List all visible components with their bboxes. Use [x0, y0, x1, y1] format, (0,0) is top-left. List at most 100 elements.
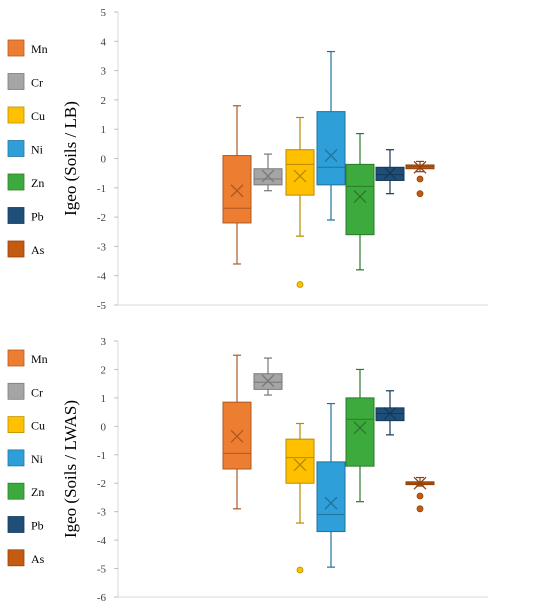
legend-label: Cu — [31, 419, 45, 433]
legend-swatch — [7, 382, 25, 400]
box-as — [405, 160, 435, 198]
legend-item-cu: Cu — [7, 416, 45, 434]
outlier-point — [416, 505, 424, 513]
legend-item-ni: Ni — [7, 140, 44, 157]
legend-swatch — [7, 240, 25, 258]
legend-swatch — [7, 106, 25, 124]
box-zn — [345, 368, 375, 503]
mean-marker — [261, 169, 275, 183]
legend-label: Zn — [31, 176, 44, 190]
iqr-box — [285, 149, 315, 196]
y-tick-label: -5 — [97, 564, 107, 576]
y-tick-label: 0 — [101, 154, 107, 166]
y-tick-label: -1 — [97, 183, 106, 195]
y-tick-label: -1 — [97, 450, 106, 462]
box-ni — [316, 402, 346, 568]
box-ni — [316, 50, 346, 221]
mean-marker — [413, 160, 427, 174]
y-tick-label: 3 — [101, 336, 107, 348]
legend-label: As — [31, 552, 45, 566]
y-tick-label: 0 — [101, 421, 107, 433]
legend-item-cu: Cu — [7, 106, 45, 124]
legend-item-zn: Zn — [7, 482, 44, 500]
legend-item-mn: Mn — [7, 39, 48, 57]
legend-swatch — [7, 349, 25, 367]
y-tick-label: 3 — [101, 66, 107, 78]
mean-marker — [293, 169, 307, 183]
y-tick-label: 1 — [101, 393, 107, 405]
mean-marker — [383, 407, 397, 420]
legend: Mn Cr Cu Ni Zn Pb As — [7, 39, 48, 258]
legend-swatch — [7, 207, 25, 224]
y-tick-label: -3 — [97, 241, 107, 253]
legend-label: Cr — [31, 76, 43, 90]
box-mn — [222, 105, 252, 265]
y-tick-label: -4 — [97, 271, 107, 283]
legend-swatch — [7, 482, 25, 500]
box-zn — [345, 132, 375, 271]
legend-item-as: As — [7, 240, 45, 258]
legend-item-mn: Mn — [7, 349, 48, 367]
y-tick-label: -2 — [97, 212, 106, 224]
legend-label: Zn — [31, 485, 44, 499]
box-cu — [285, 422, 315, 574]
legend-label: Ni — [31, 143, 44, 157]
legend-item-zn: Zn — [7, 173, 44, 191]
mean-marker — [230, 184, 244, 198]
legend-label: Cu — [31, 109, 45, 123]
y-tick-label: 1 — [101, 124, 107, 136]
mean-marker — [230, 429, 244, 443]
y-axis-title: Igeo (Soils / LB) — [61, 101, 80, 216]
mean-marker — [324, 149, 338, 163]
legend-swatch — [7, 39, 25, 57]
mean-marker — [293, 458, 307, 472]
chart-panel-1: 5 4 3 2 1 0 -1 -2 -3 -4 -5 Igeo (Soils / LB) Mn Cr Cu N… — [7, 7, 488, 312]
box-mn — [222, 354, 252, 510]
y-tick-label: -2 — [97, 478, 106, 490]
iqr-box — [285, 438, 315, 484]
mean-marker — [353, 421, 367, 435]
iqr-box — [316, 461, 346, 533]
legend-swatch — [7, 449, 25, 467]
legend: Mn Cr Cu Ni Zn Pb As — [7, 349, 48, 567]
box-cr — [253, 153, 283, 192]
iqr-box — [345, 163, 375, 236]
legend-swatch — [7, 140, 25, 157]
outlier-point — [296, 281, 304, 288]
legend-item-as: As — [7, 549, 45, 567]
legend-item-ni: Ni — [7, 449, 44, 467]
legend-item-pb: Pb — [7, 207, 44, 224]
y-tick-label: -3 — [97, 507, 107, 519]
legend-swatch — [7, 416, 25, 434]
box-as — [405, 476, 435, 513]
y-tick-label: 2 — [101, 364, 107, 376]
legend-label: Mn — [31, 352, 48, 366]
legend-swatch — [7, 173, 25, 191]
iqr-box — [222, 155, 252, 224]
box-pb — [375, 149, 405, 195]
mean-marker — [353, 190, 367, 204]
outlier-point — [296, 566, 304, 574]
legend-label: Cr — [31, 385, 43, 399]
iqr-box — [316, 111, 346, 186]
legend-label: As — [31, 243, 45, 257]
legend-label: Mn — [31, 42, 48, 56]
box-pb — [375, 390, 405, 436]
mean-marker — [324, 496, 338, 510]
y-tick-label: 2 — [101, 95, 107, 107]
legend-label: Ni — [31, 452, 44, 466]
y-tick-label: -6 — [97, 592, 107, 604]
iqr-box — [345, 397, 375, 467]
outlier-point — [416, 190, 424, 198]
legend-label: Pb — [31, 519, 44, 533]
y-tick-label: -5 — [97, 300, 107, 312]
y-tick-label: 5 — [101, 7, 107, 19]
legend-swatch — [7, 73, 25, 90]
y-axis-title: Igeo (Soils / LWAS) — [61, 400, 80, 538]
legend-swatch — [7, 549, 25, 567]
legend-label: Pb — [31, 210, 44, 224]
box-cu — [285, 116, 315, 288]
legend-item-cr: Cr — [7, 382, 43, 400]
y-tick-label: -4 — [97, 535, 107, 547]
